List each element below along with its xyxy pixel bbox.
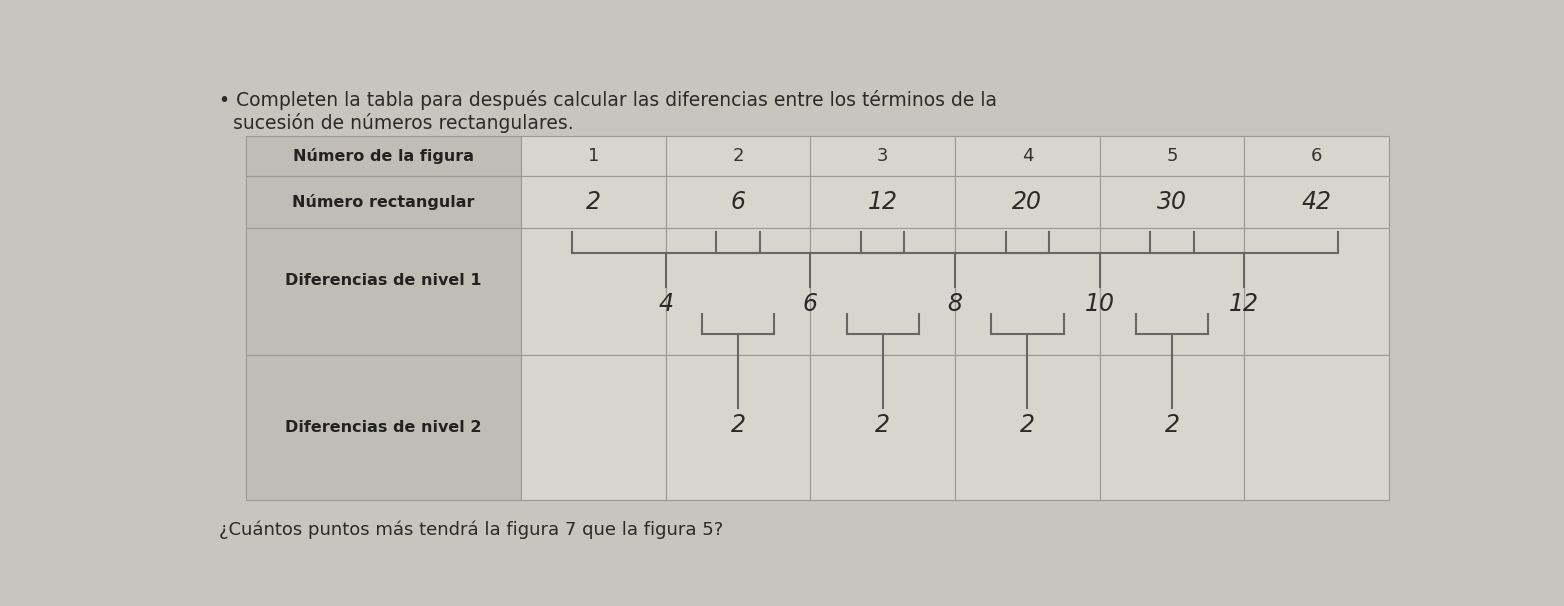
Bar <box>521 355 666 500</box>
Bar <box>956 136 1099 176</box>
Bar <box>666 176 810 228</box>
Text: 2: 2 <box>586 190 601 214</box>
Bar <box>1245 176 1389 228</box>
Text: 2: 2 <box>1165 413 1179 437</box>
Bar <box>956 228 1099 355</box>
Bar <box>666 136 810 176</box>
Bar <box>246 176 521 228</box>
Bar <box>246 355 521 500</box>
Text: Diferencias de nivel 2: Diferencias de nivel 2 <box>285 420 482 435</box>
Text: 6: 6 <box>1311 147 1322 165</box>
Text: 2: 2 <box>1020 413 1035 437</box>
Text: 1: 1 <box>588 147 599 165</box>
Bar <box>1245 228 1389 355</box>
Bar <box>246 228 521 355</box>
Bar <box>666 228 810 355</box>
Bar <box>956 176 1099 228</box>
Text: 6: 6 <box>802 293 818 316</box>
Bar <box>1245 136 1389 176</box>
Bar <box>1099 176 1245 228</box>
Bar <box>810 355 956 500</box>
Bar <box>810 228 956 355</box>
Text: 30: 30 <box>1157 190 1187 214</box>
Text: 8: 8 <box>948 293 962 316</box>
Bar <box>810 176 956 228</box>
Text: 10: 10 <box>1085 293 1115 316</box>
Bar <box>956 355 1099 500</box>
Text: 2: 2 <box>730 413 746 437</box>
Text: 6: 6 <box>730 190 746 214</box>
Text: 4: 4 <box>658 293 673 316</box>
Bar <box>1245 355 1389 500</box>
Text: Número rectangular: Número rectangular <box>292 194 475 210</box>
Text: sucesión de números rectangulares.: sucesión de números rectangulares. <box>233 113 574 133</box>
Bar <box>1099 228 1245 355</box>
Text: 20: 20 <box>1012 190 1042 214</box>
Text: 4: 4 <box>1021 147 1034 165</box>
Text: 12: 12 <box>1229 293 1259 316</box>
Text: 2: 2 <box>732 147 744 165</box>
Bar <box>810 136 956 176</box>
Text: 42: 42 <box>1301 190 1331 214</box>
Text: 2: 2 <box>876 413 890 437</box>
Text: 3: 3 <box>877 147 888 165</box>
Bar <box>521 228 666 355</box>
Bar <box>1099 355 1245 500</box>
Text: Diferencias de nivel 1: Diferencias de nivel 1 <box>285 273 482 288</box>
Bar <box>521 136 666 176</box>
Text: Número de la figura: Número de la figura <box>292 148 474 164</box>
Bar <box>1099 136 1245 176</box>
Bar <box>521 176 666 228</box>
Text: ¿Cuántos puntos más tendrá la figura 7 que la figura 5?: ¿Cuántos puntos más tendrá la figura 7 q… <box>219 520 723 539</box>
Text: • Completen la tabla para después calcular las diferencias entre los términos de: • Completen la tabla para después calcul… <box>219 90 996 110</box>
Bar <box>666 355 810 500</box>
Bar <box>246 136 521 176</box>
Text: 5: 5 <box>1167 147 1178 165</box>
Text: 12: 12 <box>868 190 898 214</box>
